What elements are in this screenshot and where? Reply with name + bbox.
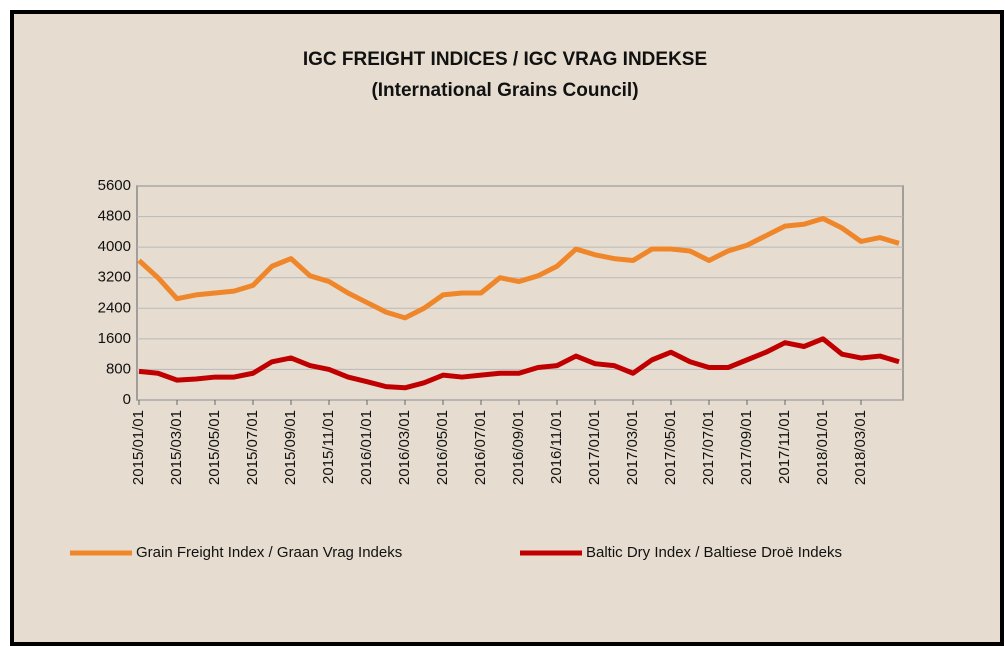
x-tick-label: 2018/01/01 [814, 410, 831, 485]
chart-frame [10, 10, 1004, 646]
x-tick-label: 2018/03/01 [852, 410, 869, 485]
x-tick-label: 2015/05/01 [206, 410, 223, 485]
x-tick-label: 2015/01/01 [130, 410, 147, 485]
x-tick-label: 2016/07/01 [472, 410, 489, 485]
x-tick-label: 2015/09/01 [282, 410, 299, 485]
y-tick-label: 0 [123, 391, 131, 408]
y-tick-label: 800 [106, 360, 131, 377]
x-tick-label: 2017/07/01 [700, 410, 717, 485]
x-tick-label: 2015/07/01 [244, 410, 261, 485]
x-tick-label: 2016/11/01 [548, 410, 565, 484]
chart-title: IGC FREIGHT INDICES / IGC VRAG INDEKSE [303, 49, 707, 70]
x-tick-label: 2015/03/01 [168, 410, 185, 485]
legend-label: Baltic Dry Index / Baltiese Droë Indeks [586, 544, 842, 561]
x-tick-label: 2017/05/01 [662, 410, 679, 485]
x-tick-label: 2016/05/01 [434, 410, 451, 485]
x-tick-label: 2016/01/01 [358, 410, 375, 485]
y-tick-label: 3200 [98, 269, 131, 286]
x-tick-label: 2015/11/01 [320, 410, 337, 484]
x-tick-label: 2017/09/01 [738, 410, 755, 485]
y-tick-label: 5600 [98, 177, 131, 194]
x-tick-label: 2017/01/01 [586, 410, 603, 485]
series-line [138, 336, 900, 391]
x-tick-label: 2016/03/01 [396, 410, 413, 485]
series-line [137, 215, 900, 321]
y-tick-label: 4800 [98, 208, 131, 225]
legend-label: Grain Freight Index / Graan Vrag Indeks [136, 544, 402, 561]
x-tick-label: 2017/03/01 [624, 410, 641, 485]
x-tick-label: 2017/11/01 [776, 410, 793, 484]
x-tick-label: 2016/09/01 [510, 410, 527, 485]
chart-subtitle: (International Grains Council) [371, 80, 638, 101]
y-tick-label: 1600 [98, 330, 131, 347]
y-tick-label: 4000 [98, 238, 131, 255]
y-tick-label: 2400 [98, 299, 131, 316]
